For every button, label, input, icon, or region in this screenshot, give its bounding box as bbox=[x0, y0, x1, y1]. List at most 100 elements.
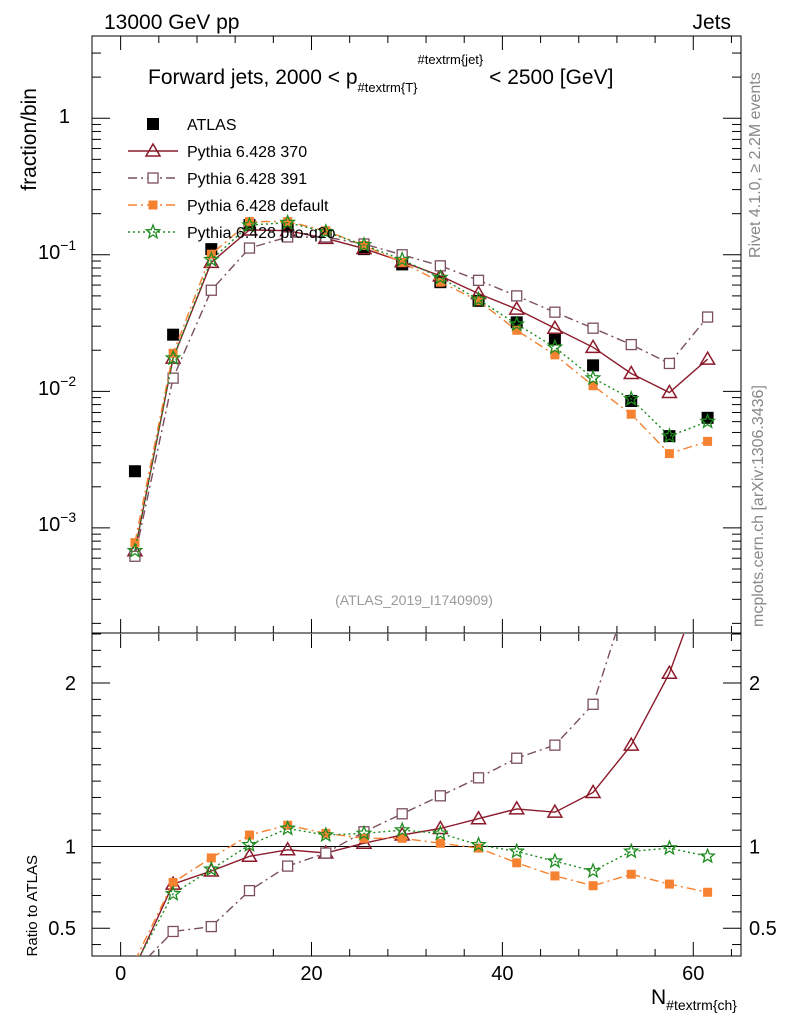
main-title-superscript: #textrm{jet} bbox=[418, 52, 484, 67]
main-p370-point bbox=[699, 350, 716, 365]
ratio-plot-frame bbox=[91, 632, 742, 957]
ratio-pq2o-point bbox=[393, 821, 411, 838]
main-p391-point bbox=[663, 357, 676, 370]
ratio-p391-point bbox=[511, 752, 523, 764]
main-pdef-line bbox=[134, 220, 708, 543]
ratio-p391-point bbox=[282, 860, 294, 872]
main-pdef-point bbox=[474, 296, 484, 306]
energy-label: 13000 GeV pp bbox=[104, 11, 239, 34]
main-ytick-exp-0.001: −3 bbox=[60, 509, 76, 525]
ratio-p391-point bbox=[472, 772, 485, 784]
xtick-label-60: 60 bbox=[682, 963, 704, 985]
ratio-p391-point bbox=[243, 884, 256, 897]
main-p370-point bbox=[622, 365, 640, 380]
main-p391-point bbox=[625, 338, 637, 351]
main-p391-point bbox=[587, 322, 599, 334]
main-atlas-point bbox=[128, 465, 141, 478]
ratio-ytick-label-right-1: 1 bbox=[749, 836, 760, 858]
main-p391-point bbox=[511, 290, 523, 302]
ratio-pq2o-point bbox=[584, 862, 602, 879]
main-p391-point bbox=[129, 550, 141, 562]
main-pq2o-point bbox=[431, 268, 449, 285]
ratio-pq2o-point bbox=[202, 860, 220, 877]
ratio-pq2o-point bbox=[470, 836, 487, 852]
main-pq2o-point bbox=[241, 216, 258, 233]
ratio-p391-point bbox=[205, 920, 217, 933]
ratio-p370-point bbox=[432, 820, 449, 835]
ratio-pdef-point bbox=[244, 830, 254, 840]
main-pdef-point bbox=[550, 350, 560, 360]
main-p391-point bbox=[701, 311, 714, 323]
ratio-p370-point bbox=[546, 803, 564, 818]
ratio-pdef-point bbox=[626, 869, 636, 879]
xtick-label-20: 20 bbox=[300, 963, 322, 985]
main-title-subscript: #textrm{T} bbox=[358, 80, 419, 95]
axis-ticks bbox=[92, 35, 741, 956]
main-pdef-point bbox=[435, 277, 445, 287]
main-ytick-base-0.1: 10 bbox=[38, 242, 60, 264]
ratio-p391-point bbox=[396, 808, 408, 820]
main-pq2o-point bbox=[279, 213, 297, 230]
ratio-y-axis-label: Ratio to ATLAS bbox=[24, 855, 41, 956]
legend-p370-marker bbox=[144, 142, 162, 157]
ratio-p370-point bbox=[241, 847, 258, 863]
main-pq2o-point bbox=[202, 250, 220, 267]
ratio-ytick-label-left-0.5: 0.5 bbox=[48, 918, 76, 940]
x-axis-label-main: N bbox=[651, 986, 666, 1009]
main-pq2o-point bbox=[546, 338, 564, 355]
main-pq2o-point bbox=[699, 412, 716, 429]
main-pdef-point bbox=[168, 348, 178, 358]
ratio-pq2o-point bbox=[508, 842, 526, 859]
main-title-prefix: Forward jets, 2000 < p bbox=[148, 66, 358, 89]
main-title-suffix: < 2500 [GeV] bbox=[483, 66, 613, 89]
legend-atlas-label: ATLAS bbox=[187, 117, 237, 134]
main-pq2o-point bbox=[355, 236, 373, 253]
main-pdef-point bbox=[588, 381, 598, 391]
ratio-pq2o-point bbox=[279, 819, 297, 836]
main-series-group bbox=[126, 213, 716, 562]
main-pdef-point bbox=[283, 217, 293, 227]
ratio-pq2o-point bbox=[622, 842, 640, 859]
main-pdef-point bbox=[703, 436, 713, 446]
legend-atlas-marker bbox=[147, 118, 159, 130]
main-atlas-point bbox=[701, 411, 714, 424]
main-pdef-point bbox=[512, 325, 522, 335]
main-pdef-point bbox=[244, 217, 254, 227]
main-y-axis-label: fraction/bin bbox=[18, 88, 41, 191]
main-title: Forward jets, 2000 < p#textrm{T} #textrm{… bbox=[148, 52, 613, 95]
ratio-pdef-point bbox=[283, 820, 293, 830]
main-p370-point bbox=[546, 319, 564, 334]
ratio-pq2o-point bbox=[661, 839, 678, 856]
main-pdef-point bbox=[664, 449, 674, 459]
ratio-pq2o-point bbox=[317, 826, 335, 843]
ratio-pdef-point bbox=[168, 877, 178, 887]
main-p370-point bbox=[508, 300, 526, 315]
main-ytick-label-0.1: 10−1 bbox=[38, 237, 76, 264]
ratio-p370-point bbox=[508, 800, 526, 815]
ratio-p370-point bbox=[470, 810, 487, 825]
xtick-label-0: 0 bbox=[115, 963, 126, 985]
legend-pq2o-label: Pythia 6.428 pro-q2o bbox=[187, 225, 336, 242]
ratio-pdef-point bbox=[359, 833, 369, 843]
legend-pq2o-marker bbox=[144, 223, 162, 240]
ratio-p370-point bbox=[622, 736, 640, 751]
ratio-tick-labels: 0 20 40 60 0.5 0.5 1 1 2 2 bbox=[48, 673, 777, 985]
main-ytick-label-0.001: 10−3 bbox=[38, 509, 76, 536]
main-p391-point bbox=[282, 231, 294, 243]
main-pdef-point bbox=[626, 409, 636, 419]
ratio-pq2o-point bbox=[431, 824, 449, 841]
ratio-pdef-point bbox=[703, 887, 713, 897]
ratio-ytick-label-right-0.5: 0.5 bbox=[749, 918, 777, 940]
ratio-ytick-label-right-2: 2 bbox=[749, 673, 760, 695]
x-axis-label-subscript: #textrm{ch} bbox=[666, 997, 737, 1013]
ratio-ytick-label-left-2: 2 bbox=[65, 673, 76, 695]
main-pq2o-point bbox=[584, 369, 602, 386]
ratio-pq2o-point bbox=[241, 836, 258, 852]
main-p391-point bbox=[549, 306, 561, 318]
main-pq2o-point bbox=[508, 315, 526, 332]
ratio-p391-line bbox=[148, 634, 617, 956]
main-p370-line bbox=[134, 229, 709, 551]
ratio-ytick-label-left-1: 1 bbox=[65, 836, 76, 858]
ratio-pq2o-point bbox=[164, 885, 182, 902]
main-pq2o-point bbox=[470, 290, 487, 307]
